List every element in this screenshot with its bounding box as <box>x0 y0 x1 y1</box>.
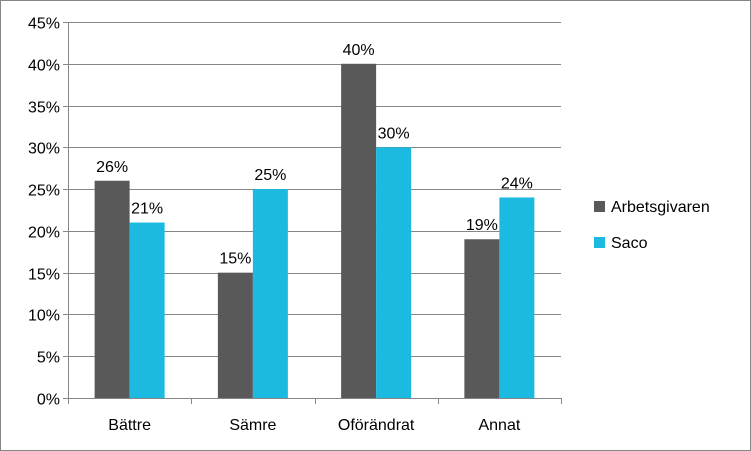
bars <box>94 63 535 399</box>
x-category-label: Annat <box>478 417 520 434</box>
bar-saco-3 <box>499 197 535 398</box>
data-label: 30% <box>378 125 410 142</box>
x-category-label: Sämre <box>229 417 276 434</box>
data-label: 26% <box>96 159 128 176</box>
axes <box>68 22 562 404</box>
x-category-label: Oförändrat <box>338 417 415 434</box>
y-tick-label: 40% <box>28 58 60 75</box>
data-label: 24% <box>501 175 533 192</box>
legend-label: Saco <box>611 235 648 252</box>
y-tick-label: 45% <box>28 16 60 33</box>
y-axis-ticks: 0% 5% 10% 15% 20% 25% 30% 35% 40% 45% <box>28 16 68 409</box>
y-tick-label: 20% <box>28 225 60 242</box>
legend: Arbetsgivaren Saco <box>594 199 710 252</box>
legend-swatch <box>594 237 605 248</box>
data-label: 40% <box>343 42 375 59</box>
data-label: 19% <box>466 217 498 234</box>
bar-saco-1 <box>252 189 288 398</box>
x-category-label: Bättre <box>108 417 151 434</box>
y-tick-label: 35% <box>28 100 60 117</box>
bar-arbetsgivaren-1 <box>217 272 253 398</box>
y-tick-label: 5% <box>37 350 60 367</box>
bar-saco-2 <box>376 147 412 398</box>
x-axis-categories: Bättre Sämre Oförändrat Annat <box>108 417 521 434</box>
y-tick-label: 30% <box>28 141 60 158</box>
legend-swatch <box>594 201 605 212</box>
y-tick-label: 0% <box>37 392 60 409</box>
y-tick-label: 10% <box>28 308 60 325</box>
bar-saco-0 <box>129 222 165 398</box>
bar-arbetsgivaren-0 <box>94 180 130 398</box>
bar-arbetsgivaren-2 <box>341 63 377 399</box>
y-tick-label: 25% <box>28 183 60 200</box>
data-label: 21% <box>131 201 163 218</box>
y-tick-label: 15% <box>28 267 60 284</box>
data-labels: 26% 21% 15% 25% 40% 30% 19% 24% <box>96 42 533 268</box>
data-label: 15% <box>219 251 251 268</box>
data-label: 25% <box>254 167 286 184</box>
bar-arbetsgivaren-3 <box>464 239 500 398</box>
legend-label: Arbetsgivaren <box>611 199 710 216</box>
